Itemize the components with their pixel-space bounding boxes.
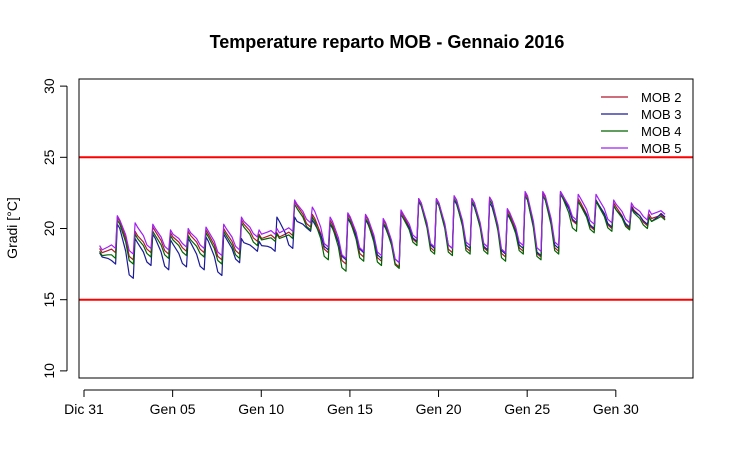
legend-label: MOB 2 [641,90,681,105]
x-tick-label: Gen 30 [593,401,639,417]
x-tick-label: Gen 05 [150,401,196,417]
legend: MOB 2 MOB 3 MOB 4 MOB 5 [601,90,681,156]
x-tick-label: Gen 10 [238,401,284,417]
legend-label: MOB 4 [641,124,681,139]
legend-label: MOB 3 [641,107,681,122]
x-tick-label: Gen 20 [416,401,462,417]
reference-lines [79,156,693,301]
x-axis: Dic 31 Gen 05 Gen 10 Gen 15 Gen 20 Gen 25 Gen … [64,389,639,417]
x-tick-label: Gen 15 [327,401,373,417]
x-tick-label: Dic 31 [64,401,104,417]
y-tick-label: 25 [41,149,57,165]
series-lines [99,190,666,279]
x-tick-label: Gen 25 [504,401,550,417]
y-tick-label: 30 [41,78,57,94]
chart-title: Temperature reparto MOB - Gennaio 2016 [210,32,565,52]
plot-frame [78,78,694,379]
y-axis: 10 15 20 25 30 [41,78,68,379]
legend-label: MOB 5 [641,141,681,156]
y-tick-label: 15 [41,292,57,308]
series-line-4 [99,190,666,264]
y-tick-label: 10 [41,363,57,379]
y-axis-label: Gradi [°C] [4,197,20,259]
y-tick-label: 20 [41,221,57,237]
